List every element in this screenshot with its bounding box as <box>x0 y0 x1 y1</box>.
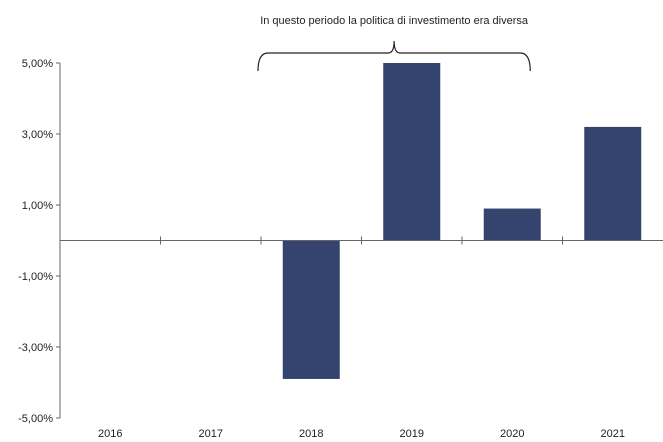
x-tick-label: 2018 <box>299 428 323 440</box>
y-tick-label: -5,00% <box>18 413 53 425</box>
annotation-brace <box>257 40 531 72</box>
bar-2020 <box>483 208 541 241</box>
x-tick-label: 2020 <box>500 428 524 440</box>
annotation-text: In questo periodo la politica di investi… <box>260 15 529 27</box>
y-tick-label: 1,00% <box>22 200 53 212</box>
y-axis: 5,00% 3,00% 1,00% -1,00% -3,00% -5,00% <box>18 58 61 425</box>
x-tick-label: 2019 <box>400 428 424 440</box>
bars <box>282 63 642 379</box>
y-tick-label: 5,00% <box>22 58 53 70</box>
y-tick-label: 3,00% <box>22 129 53 141</box>
x-axis: 2016 2017 2018 2019 2020 2021 <box>60 236 663 440</box>
annotation-group: In questo periodo la politica di investi… <box>257 15 531 72</box>
bar-2018 <box>282 240 340 379</box>
x-tick-label: 2016 <box>98 428 122 440</box>
y-tick-label: -3,00% <box>18 342 53 354</box>
x-tick-label: 2017 <box>199 428 223 440</box>
bar-2019 <box>383 63 441 241</box>
x-tick-label: 2021 <box>601 428 625 440</box>
bar-2021 <box>584 126 642 241</box>
y-tick-label: -1,00% <box>18 271 53 283</box>
